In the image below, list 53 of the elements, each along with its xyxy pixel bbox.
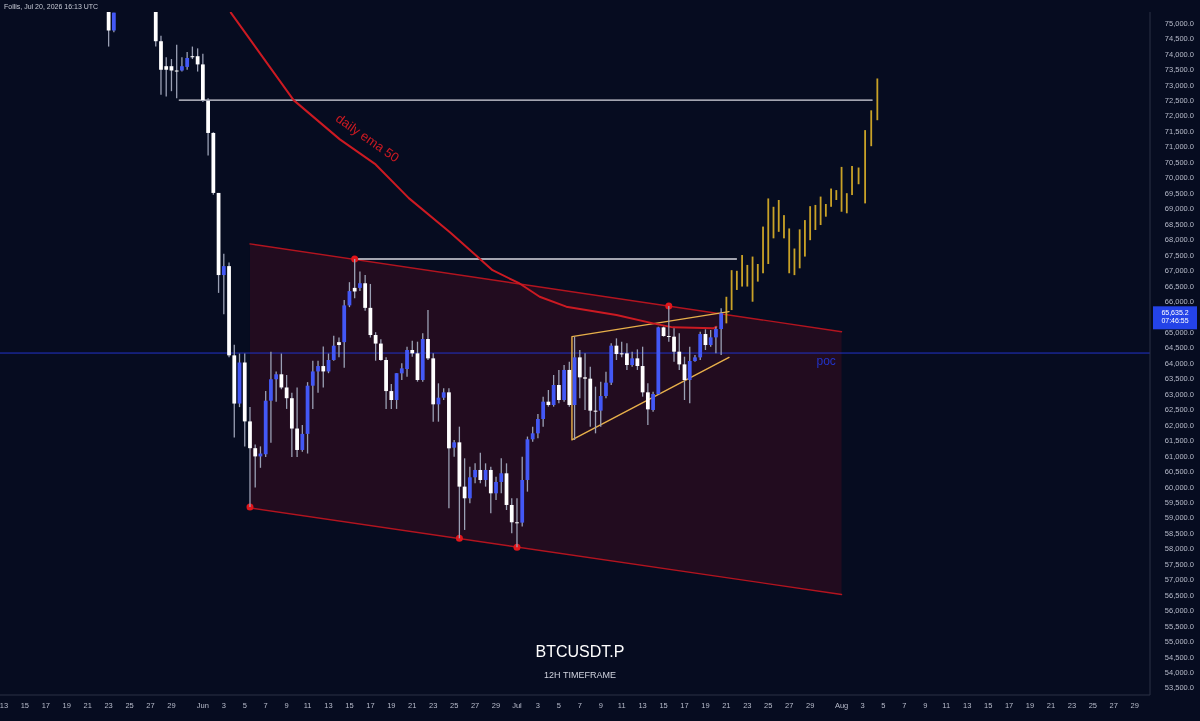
candlestick xyxy=(536,413,540,439)
candlestick xyxy=(310,360,315,410)
candlestick xyxy=(583,352,587,411)
candlestick xyxy=(515,497,519,548)
candlestick xyxy=(467,465,472,504)
candlestick xyxy=(488,465,493,514)
candlestick xyxy=(221,252,226,315)
candlestick xyxy=(295,386,299,458)
text: 12H TIMEFRAME xyxy=(544,670,616,680)
candlestick xyxy=(687,346,692,404)
candlestick xyxy=(174,44,179,99)
candlestick xyxy=(499,457,504,494)
candlestick xyxy=(253,443,258,489)
candlestick xyxy=(106,12,111,48)
candlestick xyxy=(509,497,514,534)
candlestick xyxy=(389,383,394,410)
point xyxy=(455,534,463,542)
candlestick xyxy=(269,351,273,444)
candlestick xyxy=(604,371,608,399)
ref-line-label: poc xyxy=(816,354,836,369)
candlestick xyxy=(698,331,703,361)
candlestick xyxy=(473,462,477,484)
candlestick xyxy=(378,338,383,362)
candlestick xyxy=(645,382,650,426)
candlestick xyxy=(714,326,718,354)
candlestick xyxy=(358,270,362,292)
candlestick xyxy=(331,335,336,362)
candlestick xyxy=(541,396,546,428)
candlestick xyxy=(373,331,378,362)
candlestick xyxy=(598,381,603,428)
text: daily ema 50 xyxy=(333,110,403,166)
candlestick xyxy=(651,391,655,413)
candlestick xyxy=(284,374,289,410)
candlestick xyxy=(494,476,498,501)
candlestick xyxy=(719,307,724,356)
candlestick xyxy=(666,305,671,343)
candlestick xyxy=(300,424,305,453)
candlestick xyxy=(316,360,320,394)
candlestick xyxy=(321,345,326,389)
candlestick xyxy=(556,369,561,404)
line-series xyxy=(571,310,730,441)
candlestick xyxy=(195,47,200,73)
candlestick xyxy=(577,349,582,399)
candlestick xyxy=(426,309,430,361)
text: BTCUSDT.P xyxy=(535,643,625,660)
point xyxy=(351,255,359,263)
candlestick xyxy=(337,336,341,358)
candlestick xyxy=(478,452,483,484)
candlestick xyxy=(672,327,676,363)
candlestick xyxy=(462,457,467,531)
candlestick xyxy=(677,332,682,371)
candlestick xyxy=(551,374,556,408)
candlestick xyxy=(274,370,279,403)
